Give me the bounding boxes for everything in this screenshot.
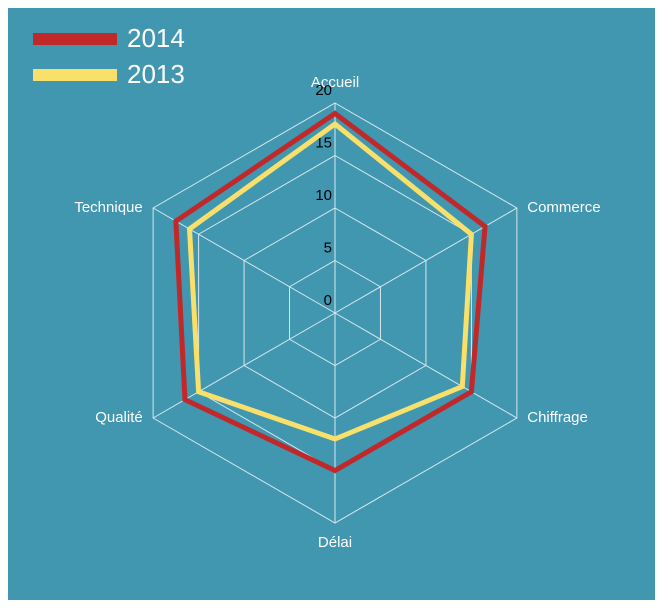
- tick-label: 0: [324, 292, 332, 309]
- tick-label: 15: [315, 134, 332, 151]
- spoke: [152, 207, 336, 314]
- category-label: Commerce: [527, 199, 600, 216]
- legend-label: 2014: [127, 23, 185, 53]
- tick-label: 5: [324, 239, 332, 256]
- series-line: [186, 120, 474, 442]
- tick-label: 20: [315, 82, 332, 99]
- category-label: Chiffrage: [527, 409, 588, 426]
- category-label: Délai: [318, 534, 352, 551]
- category-label: Technique: [74, 199, 142, 216]
- spoke: [334, 312, 518, 419]
- series-line: [173, 110, 488, 474]
- category-label: Qualité: [95, 409, 143, 426]
- category-label: Accueil: [311, 74, 359, 91]
- legend-label: 2013: [127, 59, 185, 89]
- background: [8, 8, 655, 600]
- tick-label: 10: [315, 187, 332, 204]
